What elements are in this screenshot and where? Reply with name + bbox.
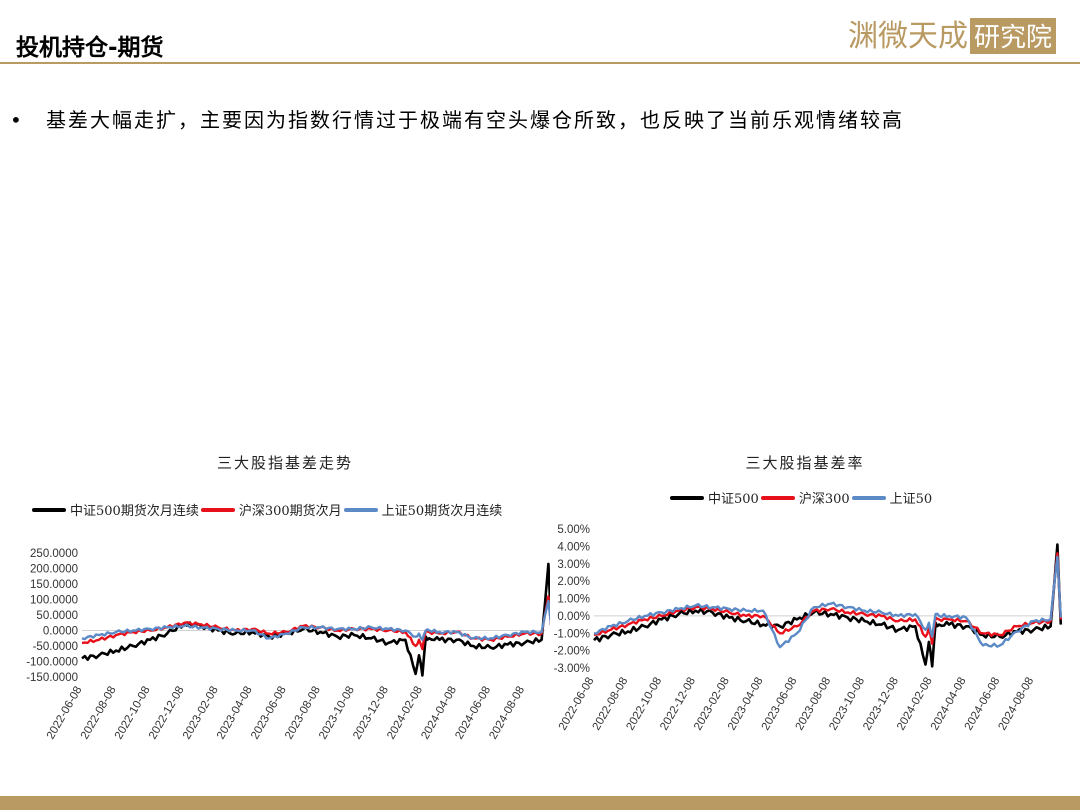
legend-swatch-hs300-rate (760, 495, 795, 500)
basis-xtick-label: 2024-02-08 (385, 685, 425, 742)
basis-rate-xtick-label: 2023-12-08 (861, 676, 901, 733)
basis-rate-xtick-label: 2022-12-08 (658, 676, 698, 733)
footer-bar (0, 796, 1080, 810)
basis-rate-ytick-label: -2.00% (554, 646, 590, 658)
legend-item-sz50: 上证50期货次月连续 (343, 500, 503, 519)
legend-item-zz500: 中证500期货次月连续 (32, 500, 199, 519)
basis-rate-xtick-label: 2022-08-08 (591, 676, 631, 733)
title-divider (0, 62, 1080, 64)
brand-logo: 渊微天成 研究院 (848, 18, 1056, 54)
logo-badge-text: 研究院 (974, 22, 1052, 52)
basis-xtick-label: 2023-10-08 (317, 685, 357, 742)
basis-rate-ytick-label: 2.00% (557, 576, 590, 588)
basis-xtick-label: 2023-04-08 (215, 685, 255, 742)
basis-xtick-label: 2023-02-08 (181, 685, 221, 742)
basis-xtick-label: 2024-06-08 (453, 685, 493, 742)
legend-item-hs300-rate: 沪深300 (760, 488, 850, 507)
basis-rate-xtick-label: 2023-08-08 (794, 676, 834, 733)
legend-swatch-zz500-rate (670, 495, 704, 500)
legend-item-zz500-rate: 中证500 (670, 488, 759, 507)
basis-xtick-label: 2022-12-08 (147, 685, 187, 742)
chart-basis-rate-title: 三大股指基差率 (745, 454, 865, 472)
basis-ytick-label: 200.0000 (30, 564, 78, 576)
basis-rate-xtick-label: 2022-06-08 (557, 676, 597, 733)
legend-label-sz50: 上证50期货次月连续 (381, 504, 503, 519)
basis-rate-ytick-label: 4.00% (557, 541, 590, 553)
basis-rate-series-sz50 (593, 555, 1062, 649)
basis-rate-xtick-label: 2023-06-08 (760, 676, 800, 733)
basis-rate-series-zz500 (593, 543, 1063, 668)
basis-rate-ytick-label: 1.00% (557, 594, 590, 606)
basis-series-hs300 (81, 595, 550, 651)
basis-xtick-label: 2022-10-08 (113, 685, 153, 742)
bullet-point: • 基差大幅走扩，主要因为指数行情过于极端有空头爆仓所致，也反映了当前乐观情绪较高 (10, 104, 904, 133)
basis-ytick-label: 250.0000 (30, 548, 78, 560)
basis-rate-xtick-label: 2024-02-08 (895, 676, 935, 733)
legend-label-hs300: 沪深300期货次月 (238, 504, 342, 519)
basis-rate-ytick-label: -1.00% (554, 628, 590, 640)
basis-rate-xtick-label: 2023-10-08 (827, 676, 867, 733)
basis-rate-ytick-label: 0.00% (557, 611, 590, 623)
bullet-text: 基差大幅走扩，主要因为指数行情过于极端有空头爆仓所致，也反映了当前乐观情绪较高 (46, 108, 904, 132)
basis-ytick-label: -100.0000 (26, 657, 78, 669)
basis-xtick-label: 2024-04-08 (419, 685, 459, 742)
basis-xtick-label: 2024-08-08 (487, 685, 527, 742)
legend-swatch-hs300 (200, 507, 235, 512)
legend-label-zz500: 中证500期货次月连续 (70, 504, 199, 519)
logo-badge-box (970, 18, 1056, 54)
chart-basis-title: 三大股指基差走势 (216, 454, 353, 472)
basis-xtick-label: 2022-08-08 (79, 685, 119, 742)
chart-basis-rate: 5.00% 4.00% 3.00% 2.00% 1.00% 0.00% -1.00% -2.0… (554, 524, 1063, 733)
chart-basis-rate-legend: 中证500 沪深300 上证50 (670, 488, 934, 507)
basis-rate-xtick-label: 2023-04-08 (726, 676, 766, 733)
basis-series-zz500 (81, 562, 550, 677)
legend-swatch-zz500 (32, 507, 66, 512)
basis-rate-xtick-label: 2024-04-08 (929, 676, 969, 733)
legend-swatch-sz50 (343, 507, 378, 512)
basis-xtick-label: 2023-08-08 (283, 685, 323, 742)
legend-item-sz50-rate: 上证50 (851, 488, 933, 507)
basis-ytick-label: -150.0000 (26, 672, 78, 684)
basis-xtick-label: 2023-12-08 (351, 685, 391, 742)
basis-ytick-label: 150.0000 (30, 579, 78, 591)
basis-ytick-label: 0.0000 (43, 626, 78, 638)
basis-series-sz50 (81, 599, 550, 642)
basis-rate-ytick-label: 3.00% (557, 559, 590, 571)
chart-basis: 250.0000 200.0000 150.0000 100.0000 50.0000 0… (26, 548, 550, 742)
legend-label-hs300-rate: 沪深300 (798, 492, 850, 507)
legend-label-zz500-rate: 中证500 (708, 492, 759, 507)
basis-rate-xtick-label: 2022-10-08 (624, 676, 664, 733)
basis-xtick-label: 2023-06-08 (249, 685, 289, 742)
basis-ytick-label: 50.0000 (36, 610, 78, 622)
legend-swatch-sz50-rate (851, 495, 886, 500)
slide-title: 投机持仓-期货 (16, 35, 164, 61)
bullet-dot: • (10, 108, 24, 132)
legend-item-hs300: 沪深300期货次月 (200, 500, 342, 519)
basis-rate-xtick-label: 2024-08-08 (996, 676, 1036, 733)
basis-rate-xtick-label: 2023-02-08 (692, 676, 732, 733)
basis-rate-xtick-label: 2024-06-08 (963, 676, 1003, 733)
basis-rate-series-hs300 (593, 552, 1062, 645)
basis-xtick-label: 2022-06-08 (45, 685, 85, 742)
basis-ytick-label: -50.0000 (33, 641, 78, 653)
basis-rate-ytick-label: -3.00% (554, 663, 590, 675)
basis-rate-ytick-label: 5.00% (557, 524, 590, 536)
chart-basis-legend: 中证500期货次月连续 沪深300期货次月 上证50期货次月连续 (32, 500, 504, 519)
legend-label-sz50-rate: 上证50 (889, 492, 933, 507)
basis-ytick-label: 100.0000 (30, 595, 78, 607)
logo-text: 渊微天成 (848, 20, 968, 53)
